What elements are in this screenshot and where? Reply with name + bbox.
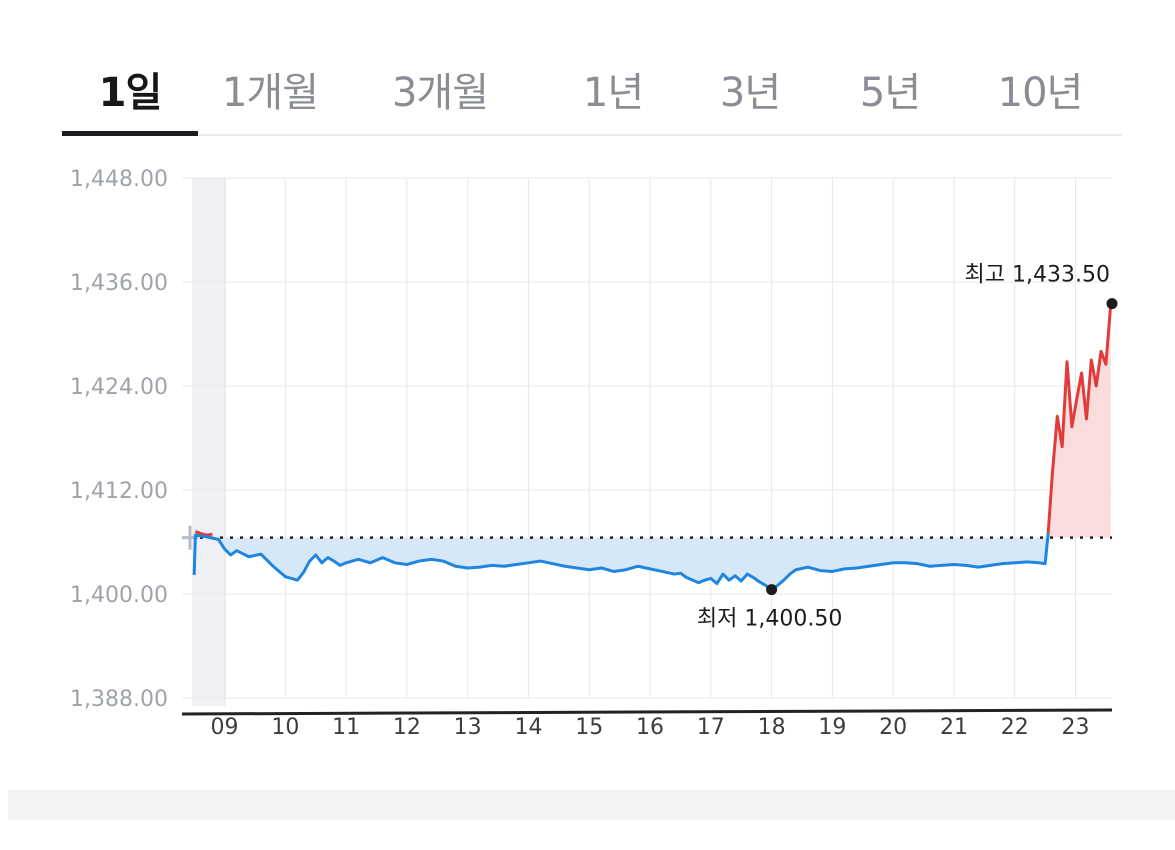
x-tick-label: 09 — [211, 715, 239, 740]
tab-label: 1일 — [98, 70, 163, 116]
footer-bar — [8, 790, 1175, 820]
x-tick-label: 22 — [1001, 715, 1029, 740]
y-tick-label: 1,400.00 — [70, 583, 168, 608]
y-tick-label: 1,448.00 — [70, 167, 168, 192]
x-tick-label: 12 — [393, 715, 421, 740]
tab-label: 3년 — [719, 70, 781, 116]
tab-label: 1개월 — [221, 70, 319, 116]
up-series-line — [1046, 303, 1113, 534]
x-tick-label: 15 — [575, 715, 603, 740]
high-point-label: 최고 1,433.50 — [965, 263, 1110, 288]
tab-1-day[interactable]: 1일 — [62, 60, 198, 136]
low-point-marker — [766, 584, 778, 596]
up-series-line — [194, 530, 213, 537]
high-point-marker — [1106, 298, 1118, 310]
tab-label: 3개월 — [391, 70, 489, 116]
tab-label: 5년 — [859, 70, 921, 116]
tab-1-month[interactable]: 1개월 — [202, 60, 338, 132]
tab-label: 10년 — [997, 70, 1084, 116]
tab-5-years[interactable]: 5년 — [822, 60, 958, 132]
pre-market-band — [192, 178, 226, 706]
x-tick-label: 16 — [636, 715, 664, 740]
tab-label: 1년 — [582, 70, 644, 116]
x-tick-label: 20 — [879, 715, 907, 740]
y-tick-label: 1,424.00 — [70, 375, 168, 400]
price-chart-svg: 1,448.00 1,436.00 1,424.00 1,412.00 1,400.00… — [70, 167, 1118, 740]
y-tick-label: 1,412.00 — [70, 479, 168, 504]
y-tick-label: 1,388.00 — [70, 687, 168, 712]
tab-3-years[interactable]: 3년 — [682, 60, 818, 132]
period-tab-bar: 1일 1개월 3개월 1년 3년 5년 10년 — [62, 30, 1122, 136]
x-tick-label: 23 — [1062, 715, 1090, 740]
x-axis-line — [181, 708, 1113, 716]
x-tick-label: 19 — [818, 715, 846, 740]
tab-3-months[interactable]: 3개월 — [372, 60, 508, 132]
tab-10-years[interactable]: 10년 — [972, 60, 1108, 132]
x-tick-label: 14 — [514, 715, 542, 740]
low-point-label: 최저 1,400.50 — [697, 607, 842, 632]
x-tick-label: 11 — [332, 715, 360, 740]
x-tick-label: 18 — [758, 715, 786, 740]
down-series-line — [192, 533, 1050, 592]
price-chart: 1,448.00 1,436.00 1,424.00 1,412.00 1,400.00… — [0, 140, 1175, 780]
tab-1-year[interactable]: 1년 — [545, 60, 681, 132]
y-tick-label: 1,436.00 — [70, 271, 168, 296]
x-tick-label: 17 — [697, 715, 725, 740]
series-area-fill — [1048, 303, 1111, 538]
x-tick-label: 13 — [454, 715, 482, 740]
active-tab-underline — [62, 131, 198, 136]
x-tick-label: 10 — [271, 715, 299, 740]
series-area-fill — [194, 533, 1049, 590]
x-tick-label: 21 — [940, 715, 968, 740]
